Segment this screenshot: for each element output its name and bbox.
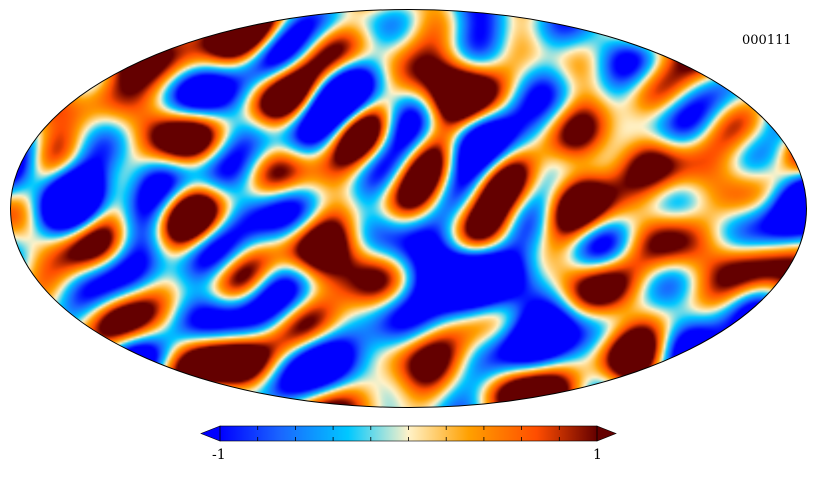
colorbar-bar [220, 426, 597, 441]
colorbar [200, 425, 617, 442]
map-outline [10, 9, 807, 408]
colorbar-max-label: 1 [593, 447, 602, 463]
colorbar-min-label: -1 [212, 447, 226, 463]
colorbar-extend-max [596, 425, 617, 442]
sky-map-texture [10, 9, 807, 408]
map-title: 000111 [742, 33, 792, 48]
colorbar-extend-min [200, 425, 221, 442]
map-texture [10, 9, 807, 408]
colorbar-ticks [257, 426, 560, 441]
